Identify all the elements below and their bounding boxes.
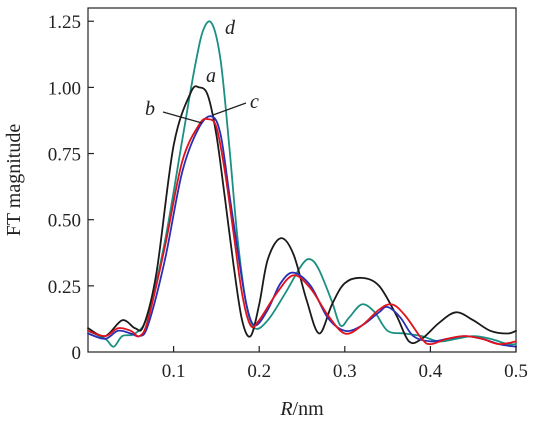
plot-frame — [87, 7, 517, 353]
y-tick-label: 0.50 — [48, 211, 81, 232]
curve-label-b: b — [145, 98, 155, 120]
x-axis-unit: /nm — [293, 398, 325, 420]
series-line-a — [87, 85, 517, 345]
curve-label-c: c — [250, 91, 259, 113]
curve-b-leader-line — [162, 111, 203, 124]
ticks-group: 0.1 0.2 0.3 0.4 0.500.250.500.751.001.25 — [48, 12, 528, 382]
series-line-b — [87, 117, 517, 346]
x-tick-label: 0.2 — [247, 361, 271, 382]
y-axis-title: FT magnitude — [3, 124, 25, 237]
series-line-c — [87, 115, 517, 348]
y-tick-label: 0 — [72, 343, 82, 364]
x-axis-title: R/nm — [279, 398, 324, 420]
y-tick-label: 0.25 — [48, 277, 81, 298]
curve-labels-group: a b c d — [145, 17, 259, 124]
x-tick-label: 0.3 — [333, 361, 357, 382]
curve-label-d: d — [225, 17, 236, 39]
curve-c-leader-line — [212, 102, 247, 116]
y-tick-label: 0.75 — [48, 145, 81, 166]
series-group — [87, 20, 517, 348]
x-axis-variable: R — [279, 398, 292, 420]
x-tick-label: 0.4 — [419, 361, 443, 382]
x-tick-label: 0.1 — [162, 361, 186, 382]
y-tick-label: 1.00 — [48, 78, 81, 99]
curve-label-a: a — [206, 65, 216, 87]
y-tick-label: 1.25 — [48, 12, 81, 33]
x-tick-label: 0.5 — [504, 361, 528, 382]
